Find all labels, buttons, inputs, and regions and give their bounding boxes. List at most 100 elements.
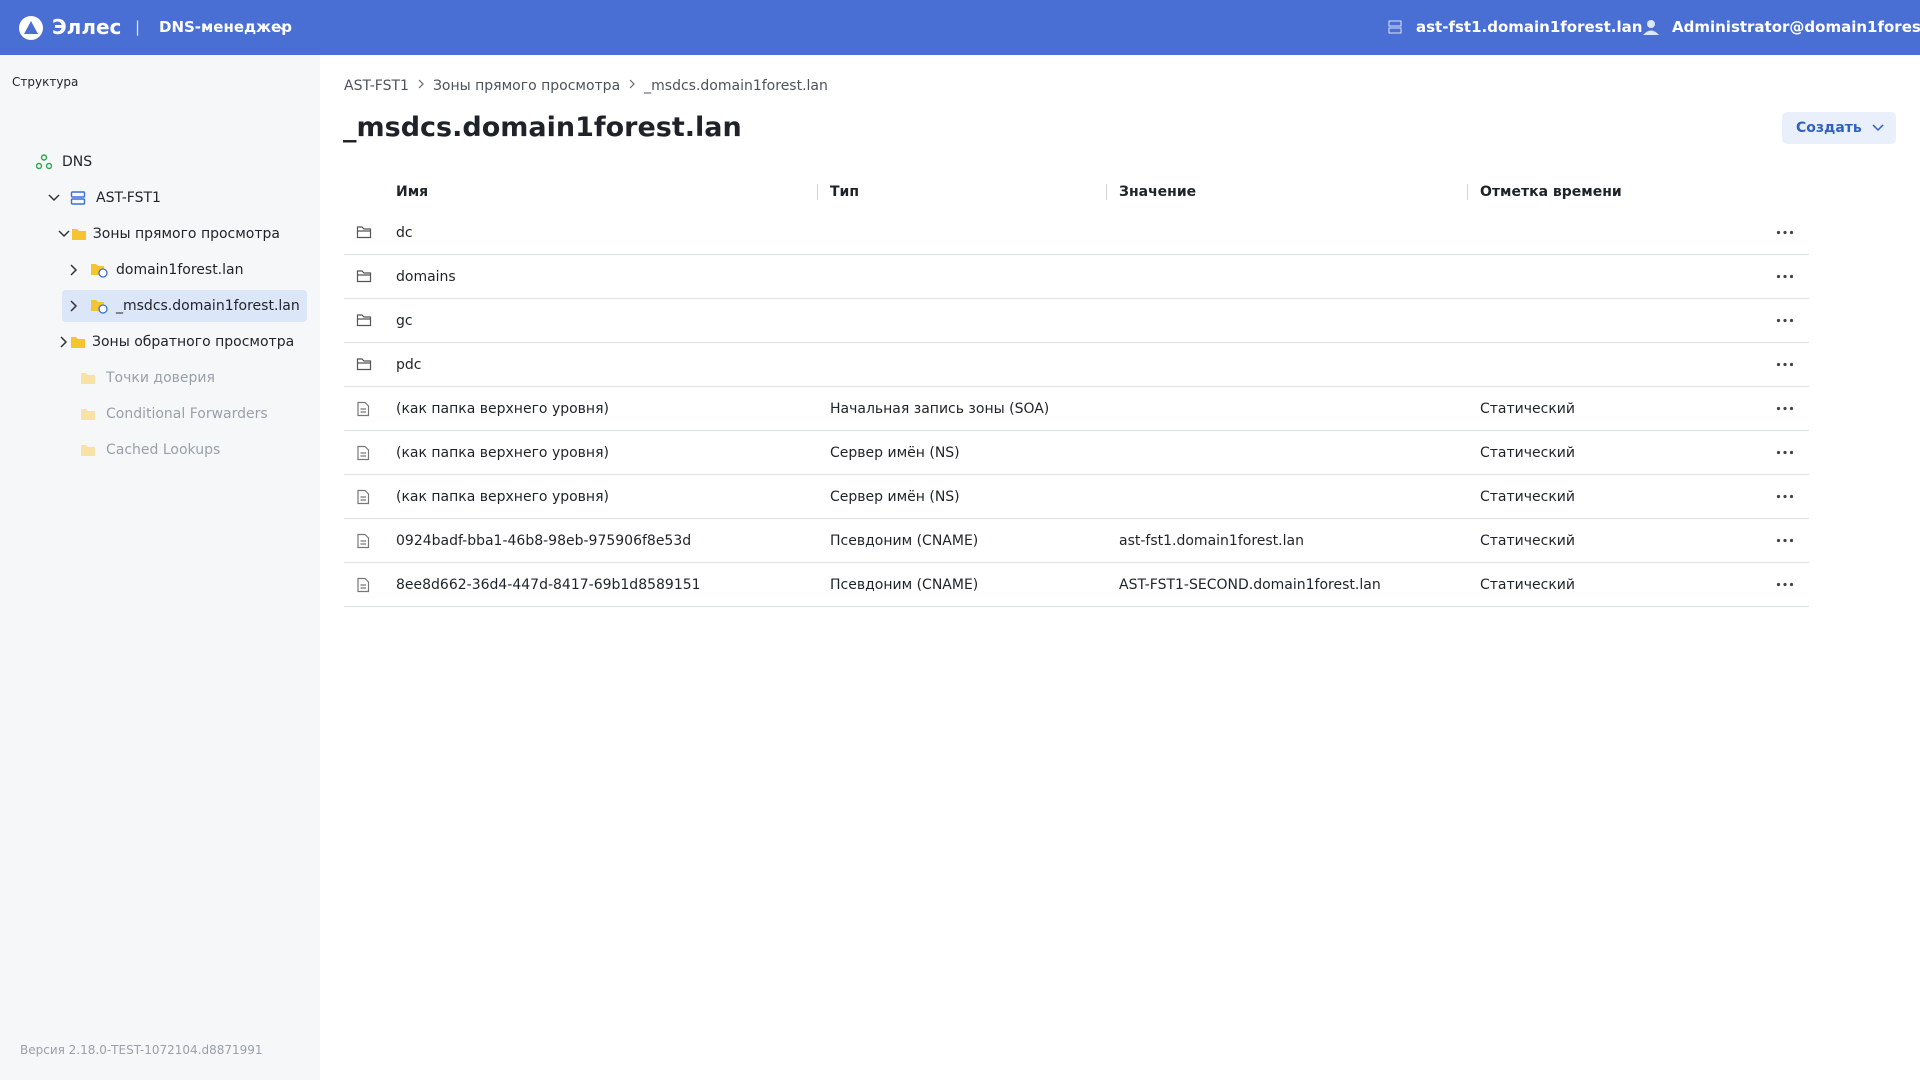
- caret[interactable]: [58, 228, 71, 240]
- row-menu[interactable]: [1776, 274, 1794, 279]
- tree-item[interactable]: DNS: [36, 146, 280, 178]
- tree-item muted[interactable]: Cached Lookups: [58, 434, 280, 466]
- row-menu[interactable]: [1776, 582, 1794, 587]
- caret[interactable]: [68, 300, 90, 312]
- page-title: _msdcs.domain1forest.lan: [343, 112, 742, 143]
- row-icon: [356, 357, 372, 371]
- cell: Статический: [1480, 577, 1575, 593]
- caret-icon: [58, 230, 70, 238]
- create-label: Создать: [1796, 120, 1862, 136]
- folder-icon: [356, 314, 372, 327]
- version: Версия 2.18.0-TEST-1072104.d8871991: [20, 1043, 263, 1057]
- crumb: _msdcs.domain1forest.lan: [644, 78, 828, 94]
- table-row[interactable]: dc: [344, 211, 1809, 255]
- tree-icon: [91, 264, 108, 278]
- table-row[interactable]: pdc: [344, 343, 1809, 387]
- menu-icon: [1776, 450, 1794, 455]
- icon: [90, 298, 110, 314]
- caret-icon: [60, 336, 68, 348]
- tree-item sel[interactable]: _msdcs.domain1forest.lan: [62, 290, 307, 322]
- table-row[interactable]: gc: [344, 299, 1809, 343]
- menu-icon: [1776, 494, 1794, 499]
- tree-item muted[interactable]: Conditional Forwarders: [58, 398, 280, 430]
- tree-item[interactable]: domain1forest.lan: [68, 254, 280, 286]
- tree-label: Точки доверия: [106, 370, 215, 386]
- breadcrumb: AST-FST1 Зоны прямого просмотра _msdcs.dom…: [344, 78, 828, 94]
- row-menu[interactable]: [1776, 362, 1794, 367]
- row-menu[interactable]: [1776, 538, 1794, 543]
- table-row[interactable]: domains: [344, 255, 1809, 299]
- folder-icon: [356, 358, 372, 371]
- cell: gc: [396, 313, 413, 329]
- crumb[interactable]: AST-FST1: [344, 78, 409, 94]
- cell: pdc: [396, 357, 422, 373]
- user-name[interactable]: Administrator@domain1forest.lan: [1672, 18, 1920, 36]
- column-header[interactable]: Отметка времени: [1480, 184, 1622, 200]
- row-menu[interactable]: [1776, 318, 1794, 323]
- separator: |: [135, 18, 141, 36]
- column-separator: [1106, 184, 1107, 200]
- icon: [36, 154, 56, 170]
- menu-icon: [1776, 538, 1794, 543]
- table-row[interactable]: (как папка верхнего уровня) Сервер имён (…: [344, 431, 1809, 475]
- row-menu[interactable]: [1776, 450, 1794, 455]
- user-icon: [1643, 20, 1659, 35]
- icon: [80, 407, 100, 421]
- tree-label: Зоны прямого просмотра: [92, 226, 280, 242]
- column-header[interactable]: Имя: [396, 184, 429, 200]
- tree-item[interactable]: Зоны прямого просмотра: [58, 218, 280, 250]
- logo[interactable]: Эллес: [52, 15, 122, 39]
- tree-icon: [81, 409, 95, 420]
- folder-icon: [356, 270, 372, 283]
- logo-icon: [19, 16, 43, 40]
- server-name[interactable]: ast-fst1.domain1forest.lan: [1416, 18, 1643, 36]
- cell: Статический: [1480, 401, 1575, 417]
- crumb[interactable]: Зоны прямого просмотра: [432, 78, 621, 94]
- cell: Сервер имён (NS): [830, 445, 960, 461]
- row-menu[interactable]: [1776, 230, 1794, 235]
- icon: [70, 190, 90, 206]
- table-row[interactable]: (как папка верхнего уровня) Начальная зап…: [344, 387, 1809, 431]
- table-row[interactable]: 0924badf-bba1-46b8-98eb-975906f8e53d Псев…: [344, 519, 1809, 563]
- server-icon: [1388, 20, 1402, 34]
- row-icon: [356, 445, 370, 461]
- caret[interactable]: [68, 264, 90, 276]
- row-icon: [356, 225, 372, 239]
- create-button[interactable]: Создать: [1782, 112, 1896, 144]
- cell: dc: [396, 225, 413, 241]
- record-icon: [357, 401, 370, 417]
- cell: 0924badf-bba1-46b8-98eb-975906f8e53d: [396, 533, 692, 549]
- column-separator: [817, 184, 818, 200]
- tree-item muted[interactable]: Точки доверия: [58, 362, 280, 394]
- cell: (как папка верхнего уровня): [396, 489, 609, 505]
- tree-label: _msdcs.domain1forest.lan: [116, 298, 300, 314]
- tree-item[interactable]: AST-FST1: [48, 182, 280, 214]
- record-icon: [357, 445, 370, 461]
- row-icon: [356, 533, 370, 549]
- tree-label: Cached Lookups: [106, 442, 221, 458]
- row-menu[interactable]: [1776, 406, 1794, 411]
- caret[interactable]: [48, 192, 70, 204]
- chevron: [1872, 124, 1884, 132]
- caret-icon: [70, 300, 78, 312]
- tree-item[interactable]: Зоны обратного просмотра: [58, 326, 294, 358]
- column-separator: [1467, 184, 1468, 200]
- icon: [80, 371, 100, 385]
- table-row[interactable]: (как папка верхнего уровня) Сервер имён (…: [344, 475, 1809, 519]
- table-row[interactable]: 8ee8d662-36d4-447d-8417-69b1d8589151 Псев…: [344, 563, 1809, 607]
- tree-icon: [91, 300, 108, 314]
- column-header[interactable]: Тип: [830, 184, 860, 200]
- icon: [71, 227, 87, 241]
- cell: ast-fst1.domain1forest.lan: [1119, 533, 1304, 549]
- menu-icon: [1776, 230, 1794, 235]
- row-menu[interactable]: [1776, 494, 1794, 499]
- cell: Статический: [1480, 489, 1575, 505]
- cell: (как папка верхнего уровня): [396, 445, 609, 461]
- caret[interactable]: [58, 336, 70, 348]
- row-icon: [356, 489, 370, 505]
- menu-icon: [1776, 318, 1794, 323]
- app-menu[interactable]: DNS-менеджер: [159, 18, 292, 36]
- cell: Псевдоним (CNAME): [830, 533, 979, 549]
- column-header[interactable]: Значение: [1119, 184, 1197, 200]
